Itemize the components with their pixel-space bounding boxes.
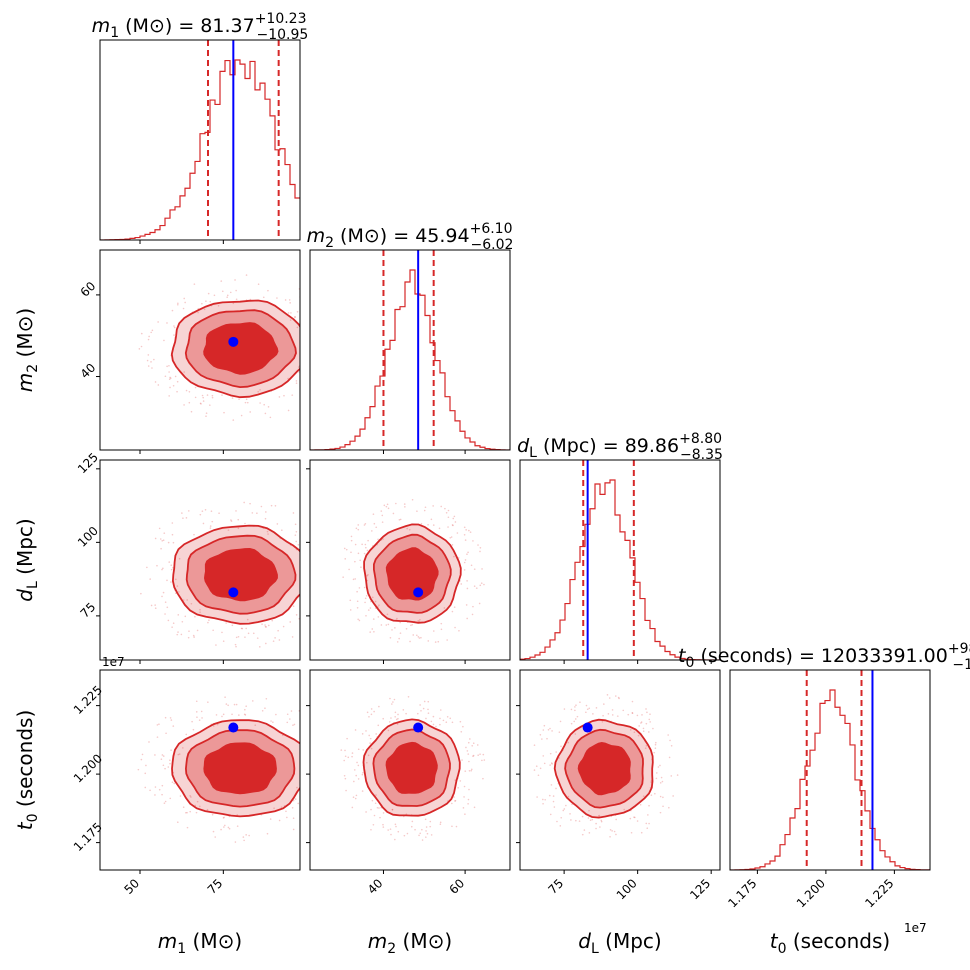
y-axis-label-dL: dL (Mpc)	[13, 518, 41, 601]
x-tick-label-m2: 40	[365, 876, 386, 897]
axes-frame	[519, 669, 721, 871]
histogram-m1	[99, 39, 301, 241]
panel-dL-t0	[519, 669, 721, 871]
histogram-steps-m2	[310, 269, 510, 450]
histogram-steps-dL	[520, 479, 720, 660]
axes-frame-t0	[729, 669, 931, 871]
panel-m1-dL	[99, 459, 301, 661]
y-axis-label-t0: t0 (seconds)	[13, 710, 41, 830]
truth-point	[582, 722, 593, 733]
title-t0: t0 (seconds) = 12033391.00+98−10	[678, 641, 970, 673]
x-tick-label-t0: 1.225	[862, 876, 896, 910]
x-tick-label-dL: 75	[546, 876, 567, 897]
y-offset-label: 1e7	[102, 655, 125, 669]
histogram-steps-m1	[100, 59, 300, 240]
contour-inner	[203, 742, 277, 795]
axes-frame-dL	[519, 459, 721, 661]
truth-point	[413, 722, 424, 733]
panel-m1-m2	[99, 249, 301, 451]
axes-frame-m2	[309, 249, 511, 451]
histogram-steps-t0	[730, 689, 930, 870]
contour-inner	[577, 742, 631, 796]
title-m2: m2 (M⊙) = 45.94+6.10 −6.02	[307, 221, 514, 253]
y-tick-label-dL: 100	[75, 524, 101, 550]
x-offset-label: 1e7	[904, 921, 927, 935]
contour-inner	[203, 322, 279, 375]
title-m1: m1 (M⊙) = 81.37+10.23 −10.95	[92, 11, 309, 43]
axes-frame-m1	[99, 39, 301, 241]
y-tick-label-dL: 75	[78, 600, 99, 621]
y-tick-label-dL: 125	[75, 450, 101, 476]
x-tick-label-m1: 50	[121, 876, 142, 897]
panel-m2-t0	[309, 669, 511, 871]
x-tick-label-dL: 125	[687, 876, 713, 902]
contour-inner	[385, 547, 439, 601]
x-tick-label-t0: 1.175	[725, 876, 759, 910]
axes-frame	[99, 459, 301, 661]
axes-frame	[309, 459, 511, 661]
panel-m1-t0	[99, 669, 301, 871]
x-tick-label-m2: 60	[447, 876, 468, 897]
histogram-dL	[519, 459, 721, 661]
y-axis-label-m2: m2 (M⊙)	[13, 308, 41, 392]
y-tick-label-m2: 60	[78, 279, 99, 300]
truth-point	[413, 587, 424, 598]
histogram-m2	[309, 249, 511, 451]
x-axis-label-m1: m1 (M⊙)	[158, 929, 242, 957]
title-dL: dL (Mpc) = 89.86+8.80 −8.35	[517, 431, 723, 463]
truth-point	[228, 722, 239, 733]
truth-point	[228, 587, 239, 598]
contour-inner	[385, 741, 438, 794]
panel-m2-dL	[309, 459, 511, 661]
truth-point	[228, 336, 239, 347]
x-tick-label-dL: 100	[614, 876, 640, 902]
x-tick-label-t0: 1.200	[794, 876, 828, 910]
axes-frame	[99, 669, 301, 871]
y-tick-label-m2: 40	[78, 361, 99, 382]
axes-frame	[309, 669, 511, 871]
x-axis-label-t0: t0 (seconds)	[770, 929, 890, 957]
x-tick-label-m1: 75	[205, 876, 226, 897]
histogram-t0	[729, 669, 931, 871]
x-axis-label-m2: m2 (M⊙)	[368, 929, 452, 957]
x-axis-label-dL: dL (Mpc)	[578, 929, 661, 957]
axes-frame	[99, 249, 301, 451]
contour-inner	[204, 548, 278, 602]
